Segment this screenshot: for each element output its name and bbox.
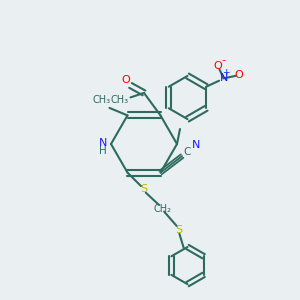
Text: +: + bbox=[222, 68, 229, 77]
Text: -: - bbox=[221, 55, 225, 65]
Text: O: O bbox=[213, 61, 222, 71]
Text: O: O bbox=[122, 75, 130, 85]
Text: CH₂: CH₂ bbox=[154, 204, 172, 214]
Text: S: S bbox=[140, 184, 148, 194]
Text: O: O bbox=[235, 70, 244, 80]
Text: CH₃: CH₃ bbox=[111, 95, 129, 105]
Text: N: N bbox=[98, 137, 107, 148]
Text: N: N bbox=[219, 73, 228, 83]
Text: N: N bbox=[191, 140, 200, 150]
Text: S: S bbox=[175, 225, 182, 235]
Text: C: C bbox=[183, 148, 190, 158]
Text: H: H bbox=[99, 146, 106, 156]
Text: CH₃: CH₃ bbox=[93, 95, 111, 105]
